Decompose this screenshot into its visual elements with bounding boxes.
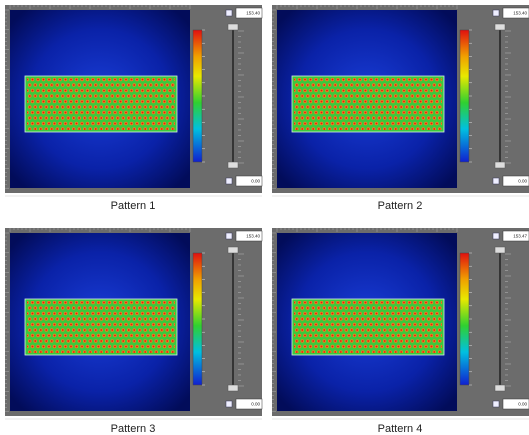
- slider-thumb-top: [228, 24, 238, 30]
- caption: Pattern 2: [378, 200, 423, 212]
- slider-thumb-bottom: [495, 385, 505, 391]
- caption: Pattern 3: [111, 423, 156, 435]
- slider-thumb-bottom: [228, 162, 238, 168]
- min-value: 0.00: [251, 178, 260, 183]
- slider-thumb-top: [228, 247, 238, 253]
- max-value: 153.47: [513, 233, 527, 238]
- slider-thumb-top: [495, 247, 505, 253]
- min-value: 0.00: [518, 401, 527, 406]
- checkbox: [226, 233, 232, 239]
- max-value: 153.40: [513, 10, 527, 15]
- min-value: 0.00: [518, 178, 527, 183]
- panel: 153.47 0.00: [272, 228, 529, 416]
- panel: 153.40 0.00: [5, 228, 262, 416]
- colorbar: [460, 30, 469, 162]
- colorbar: [193, 30, 202, 162]
- figure: 153.40 0.00 Pattern 1 153.40 0.00 Pattern 2 15…: [0, 0, 529, 435]
- checkbox: [493, 233, 499, 239]
- caption: Pattern 1: [111, 200, 156, 212]
- checkbox: [493, 401, 499, 407]
- slider-thumb-bottom: [228, 385, 238, 391]
- dot-pattern: [27, 78, 175, 130]
- checkbox: [493, 178, 499, 184]
- colorbar: [193, 253, 202, 385]
- min-value: 0.00: [251, 401, 260, 406]
- panel: 153.40 0.00: [5, 5, 262, 193]
- caption: Pattern 4: [378, 423, 423, 435]
- slider-thumb-top: [495, 24, 505, 30]
- panel: 153.40 0.00: [272, 5, 529, 193]
- dot-pattern: [27, 301, 175, 353]
- checkbox: [226, 178, 232, 184]
- max-value: 153.40: [246, 10, 260, 15]
- dot-pattern: [294, 301, 442, 353]
- colorbar: [460, 253, 469, 385]
- checkbox: [226, 10, 232, 16]
- dot-pattern: [294, 78, 442, 130]
- slider-thumb-bottom: [495, 162, 505, 168]
- checkbox: [226, 401, 232, 407]
- max-value: 153.40: [246, 233, 260, 238]
- checkbox: [493, 10, 499, 16]
